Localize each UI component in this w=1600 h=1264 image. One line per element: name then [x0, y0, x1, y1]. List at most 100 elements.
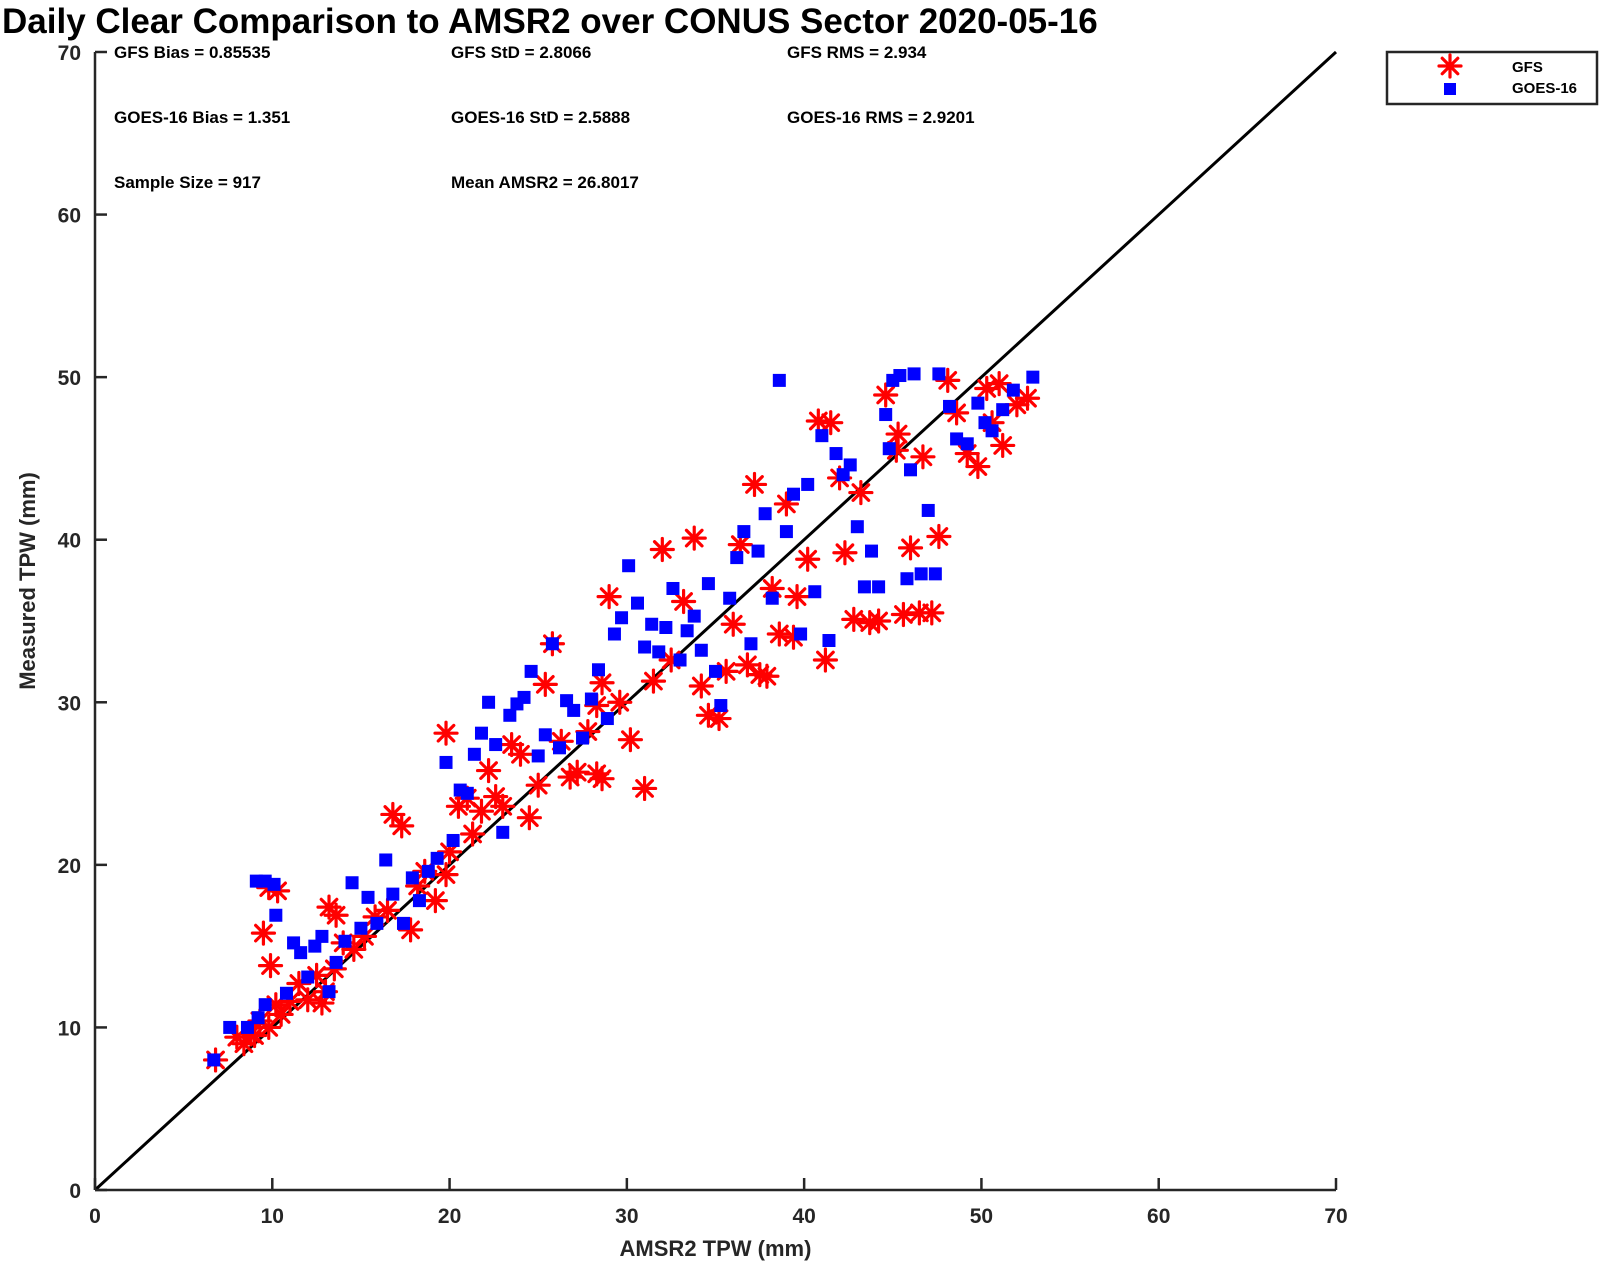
gfs-point — [532, 671, 558, 698]
stat-mean-amsr2: Mean AMSR2 = 26.8017 — [451, 173, 639, 192]
gfs-point — [754, 663, 780, 689]
gfs-point — [389, 813, 415, 839]
goes16-point — [207, 1053, 221, 1067]
x-tick-label: 10 — [261, 1205, 284, 1228]
gfs-point — [848, 479, 874, 506]
goes16-point — [345, 876, 359, 890]
axes: 0 10 20 30 40 50 60 70 0 10 20 30 40 50 60 70 — [58, 42, 1348, 1228]
goes16-point — [666, 581, 680, 595]
legend-gfs-label: GFS — [1512, 59, 1543, 76]
goes16-point — [723, 591, 737, 605]
goes16-point — [907, 367, 921, 381]
goes16-point — [751, 544, 765, 558]
gfs-point — [866, 608, 892, 634]
goes16-point — [950, 432, 964, 446]
goes16-point — [294, 946, 308, 960]
goes16-point — [258, 998, 272, 1012]
gfs-point — [433, 720, 459, 746]
goes16-point — [904, 463, 918, 477]
stats-annotations: GFS Bias = 0.85535 GFS StD = 2.8066 GFS RM… — [114, 43, 975, 192]
goes16-point — [744, 637, 758, 651]
gfs-point — [688, 673, 714, 699]
gfs-point — [919, 600, 945, 626]
y-tick-label: 20 — [58, 855, 81, 878]
goes16-point — [943, 399, 957, 413]
stat-goes-rms: GOES-16 RMS = 2.9201 — [787, 108, 975, 127]
goes16-point — [560, 694, 574, 708]
chart-title: Daily Clear Comparison to AMSR2 over CON… — [2, 2, 1098, 41]
goes16-point — [765, 591, 779, 605]
gfs-point — [374, 897, 401, 923]
gfs-point — [617, 727, 644, 753]
stat-sample-size: Sample Size = 917 — [114, 173, 261, 192]
goes16-point — [730, 551, 744, 565]
goes16-point — [267, 877, 281, 891]
y-axis-label: Measured TPW (mm) — [15, 472, 40, 690]
gfs-point — [734, 652, 761, 678]
goes16-point — [985, 424, 999, 438]
gfs-point — [812, 647, 839, 673]
goes16-point — [379, 853, 393, 867]
goes16-point — [659, 621, 673, 635]
gfs-point — [1014, 385, 1041, 411]
goes16-point — [338, 934, 352, 948]
goes16-point — [1026, 370, 1040, 384]
y-tick-label: 0 — [69, 1180, 81, 1203]
goes16-point — [240, 1020, 254, 1034]
gfs-point — [475, 757, 502, 784]
goes16-point — [808, 585, 822, 599]
gfs-point — [596, 584, 622, 610]
goes16-point — [251, 1011, 265, 1025]
goes16-point — [439, 755, 453, 769]
goes16-point — [489, 738, 503, 752]
goes16-point — [1006, 383, 1020, 397]
goes16-point — [269, 908, 283, 922]
gfs-point — [965, 453, 991, 480]
goes16-point — [545, 637, 559, 651]
gfs-point — [323, 902, 349, 928]
gfs-point — [564, 759, 590, 785]
gfs-point — [516, 805, 542, 831]
goes16-point — [223, 1020, 237, 1034]
gfs-point — [832, 540, 858, 566]
gfs-point — [468, 798, 495, 824]
legend: GFS GOES-16 — [1385, 50, 1599, 106]
gfs-point — [631, 775, 658, 802]
goes16-point — [921, 503, 935, 517]
x-tick-label: 20 — [438, 1205, 461, 1228]
gfs-point — [681, 525, 707, 551]
goes16-point — [794, 627, 808, 641]
goes16-point — [467, 747, 481, 761]
goes16-point — [600, 712, 614, 726]
goes16-point — [474, 726, 488, 740]
goes16-point — [354, 921, 368, 935]
gfs-point — [935, 367, 961, 393]
goes16-point — [524, 664, 538, 678]
gfs-point — [741, 471, 768, 498]
gfs-point — [805, 408, 831, 434]
gfs-point — [460, 821, 486, 847]
goes16-point — [329, 955, 343, 969]
gfs-point — [607, 689, 633, 715]
gfs-point — [885, 421, 911, 447]
goes16-point — [460, 786, 474, 800]
goes16-point — [567, 703, 581, 717]
goes16-point — [591, 663, 605, 677]
goes16-point — [279, 986, 293, 1000]
goes16-point — [843, 458, 857, 472]
goes16-point — [971, 396, 985, 410]
goes16-point — [779, 525, 793, 539]
goes16-point — [315, 929, 329, 943]
goes16-point — [531, 749, 545, 763]
goes16-point — [322, 985, 336, 999]
gfs-point — [784, 584, 810, 610]
goes16-point — [857, 580, 871, 594]
x-tick-label: 0 — [89, 1205, 101, 1228]
stat-gfs-std: GFS StD = 2.8066 — [451, 43, 591, 62]
goes16-series — [207, 367, 1040, 1067]
goes16-point — [370, 916, 384, 930]
goes16-point — [552, 741, 566, 755]
legend-gfs-asterisk — [1437, 53, 1463, 79]
goes16-point — [503, 708, 517, 722]
